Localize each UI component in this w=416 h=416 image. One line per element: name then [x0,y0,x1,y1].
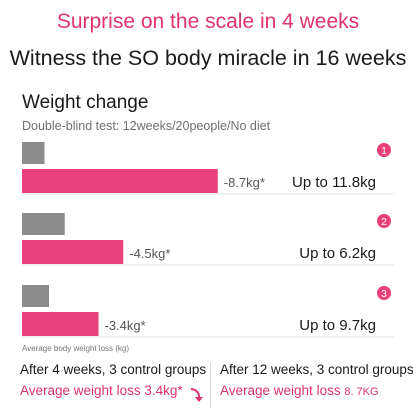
control-bar [22,142,45,164]
footer-right-value: 8. 7KG [344,386,379,398]
control-bar [22,213,65,235]
footer-left-line2: Average weight loss 3.4kg* [20,383,183,398]
product-value-label: -3.4kg* [105,318,146,333]
control-bar [22,285,49,307]
result-label: Up to 6.2kg [299,245,376,262]
weight-change-chart: -8.7kg* Up to 11.8kg 1 -4.5kg* Up to 6.2kg 2 -… [22,142,394,338]
result-label: Up to 11.8kg [292,174,376,191]
index-badge [377,214,391,228]
index-badge-label: 2 [381,217,387,228]
index-badge-label: 3 [381,289,387,300]
product-bar [22,169,218,193]
index-badge [377,143,391,157]
headline: Surprise on the scale in 4 weeks [56,10,360,33]
footer-right-label: Average weight loss [220,383,345,398]
section-title: Weight change [22,92,149,113]
footer-divider [210,362,211,408]
result-label: Up to 9.7kg [299,317,376,334]
test-note: Double-blind test: 12weeks/20people/No d… [22,119,271,133]
index-badge-label: 1 [381,146,387,157]
footer-left-line1: After 4 weeks, 3 control groups [20,362,207,377]
footer-right-line2: Average weight loss 8. 7KG [220,383,379,398]
product-value-label: -4.5kg* [129,246,170,261]
index-badge [377,286,391,300]
product-value-label: -8.7kg* [224,175,265,190]
product-bar [22,312,99,336]
axis-note: Average body weight loss (kg) [22,344,130,353]
product-bar [22,240,124,264]
subheadline: Witness the SO body miracle in 16 weeks [9,46,407,70]
curved-arrow-icon [190,388,203,402]
footer-right-line1: After 12 weeks, 3 control groups [220,362,414,377]
